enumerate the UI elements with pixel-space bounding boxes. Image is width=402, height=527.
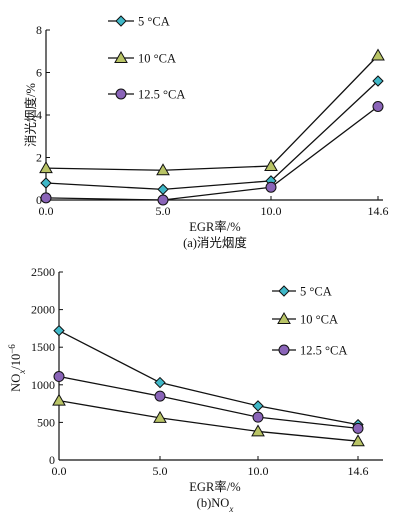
panel-a-data-point (157, 194, 169, 206)
panel-b-data-point (153, 410, 167, 423)
panel-b-data-point (252, 400, 264, 412)
panel-b-x-tick-label: 0.0 (52, 464, 67, 478)
panel-b: 0 500 1000 1500 2000 2500 0.0 5.0 10.0 14.6 NOx/1… (7, 265, 383, 514)
panel-a-data-point (265, 181, 277, 193)
panel-a-series-line (45, 80, 379, 191)
panel-b-legend-label: 12.5 °CA (300, 344, 347, 358)
panel-b-legend-marker (277, 311, 291, 324)
panel-b-y-tick-label: 2000 (31, 303, 55, 317)
panel-a-x-tick-label: 5.0 (156, 204, 171, 218)
panel-a-x-tick-label: 10.0 (261, 204, 282, 218)
panel-b-legend-label: 10 °CA (300, 313, 338, 327)
panel-a-y-tick-label: 8 (36, 23, 42, 37)
panel-a: 0 2 4 6 8 0.0 5.0 10.0 14.6 消光烟度/% EGR率/% (a)消光烟… (23, 15, 389, 251)
panel-a-data-point (372, 101, 384, 112)
panel-b-y-tick-label: 1500 (31, 340, 55, 354)
panel-a-y-tick-label: 4 (36, 108, 42, 122)
panel-a-x-label: EGR率/% (189, 219, 240, 234)
panel-b-legend-label: 5 °CA (300, 285, 332, 299)
panel-a-x-tick-label: 14.6 (368, 204, 389, 218)
panel-b-x-tick-label: 10.0 (248, 464, 269, 478)
panel-b-data-point (351, 434, 365, 447)
panel-a-x-tick-label: 0.0 (39, 204, 54, 218)
panel-b-x-tick-label: 14.6 (348, 464, 369, 478)
panel-a-series-line (45, 105, 379, 201)
panel-a-legend-marker (115, 88, 127, 100)
panel-a-data-point (372, 75, 384, 87)
panel-b-caption: (b)NOx (197, 496, 234, 514)
panel-a-legend-label: 5 °CA (138, 15, 170, 29)
panel-b-y-label: NOx/10−6 (7, 344, 27, 392)
panel-a-y-tick-label: 6 (36, 66, 42, 80)
panel-a-legend-marker (114, 50, 128, 63)
panel-a-legend-marker (115, 15, 127, 27)
panel-b-data-point (53, 324, 65, 337)
panel-b-data-point (154, 390, 166, 402)
panel-b-data-point (252, 411, 264, 423)
panel-a-y-tick-label: 2 (36, 151, 42, 165)
panel-b-data-point (352, 422, 364, 434)
panel-b-y-tick-label: 2500 (31, 265, 55, 279)
panel-a-series-line (45, 55, 379, 171)
panel-a-data-point (371, 48, 385, 61)
panel-b-legend-marker (278, 344, 290, 356)
panel-b-data-point (53, 371, 65, 383)
panel-a-data-point (157, 183, 169, 196)
panel-b-data-point (154, 376, 166, 389)
panel-b-series-line (58, 375, 359, 430)
panel-a-legend-label: 10 °CA (138, 52, 176, 66)
panel-a-data-point (40, 177, 52, 189)
panel-a-legend-label: 12.5 °CA (138, 88, 185, 102)
panel-b-series-line (58, 399, 359, 442)
panel-b-x-tick-label: 5.0 (153, 464, 168, 478)
panel-b-legend-marker (278, 285, 290, 297)
panel-b-y-tick-label: 0 (49, 453, 55, 467)
panel-a-y-tick-label: 0 (36, 193, 42, 207)
panel-b-data-point (251, 424, 265, 437)
panel-a-data-point (39, 161, 53, 174)
panel-a-data-point (40, 192, 52, 204)
panel-a-caption: (a)消光烟度 (183, 235, 247, 250)
panel-b-data-point (52, 393, 66, 406)
panel-a-data-point (156, 163, 170, 176)
panel-b-series-line (58, 330, 359, 426)
panel-a-y-label: 消光烟度/% (23, 83, 38, 147)
panel-a-data-point (264, 158, 278, 171)
panel-b-y-tick-label: 1000 (31, 378, 55, 392)
panel-b-x-label: EGR率/% (189, 479, 240, 494)
panel-b-y-tick-label: 500 (37, 415, 55, 429)
